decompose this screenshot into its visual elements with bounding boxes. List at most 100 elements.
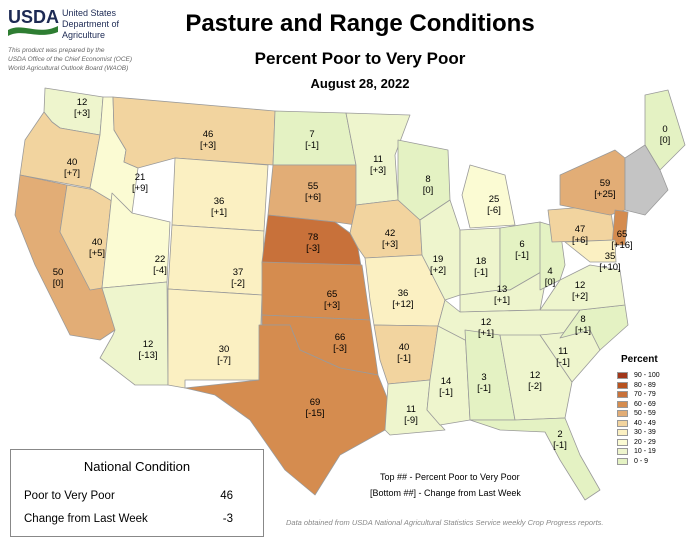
national-condition-title: National Condition xyxy=(83,459,191,474)
state-ks xyxy=(261,261,371,321)
state-value-wi: 8 xyxy=(425,174,430,185)
credit-line-1: This product was prepared by the xyxy=(8,47,105,54)
legend-label: 80 - 89 xyxy=(634,381,656,389)
dept-line-2: Department of xyxy=(62,19,120,29)
legend-label: 20 - 29 xyxy=(634,438,656,446)
state-change-wv: [0] xyxy=(545,277,556,288)
usda-logo-text: USDA xyxy=(8,7,59,27)
state-value-nv: 40 xyxy=(92,237,103,248)
state-value-me: 0 xyxy=(662,124,667,135)
key-top-description: Top ## - Percent Poor to Very Poor xyxy=(380,472,520,482)
state-value-va: 12 xyxy=(575,280,586,291)
state-value-pa: 47 xyxy=(575,224,586,235)
state-change-ga: [-2] xyxy=(528,381,542,392)
state-change-me: [0] xyxy=(660,135,671,146)
state-change-ia: [+3] xyxy=(382,239,398,250)
state-change-nm: [-7] xyxy=(217,355,231,366)
state-value-wv: 4 xyxy=(547,266,552,277)
state-mi xyxy=(461,164,516,229)
state-value-ms: 14 xyxy=(441,376,452,387)
state-change-mt: [+3] xyxy=(200,140,216,151)
state-change-nj: [+16] xyxy=(611,240,632,251)
state-value-la: 11 xyxy=(406,404,416,415)
legend-swatch xyxy=(617,419,628,427)
state-value-sc: 11 xyxy=(558,346,568,357)
state-change-oh: [-1] xyxy=(515,250,529,261)
state-value-al: 3 xyxy=(481,372,486,383)
credit-note: This product was prepared by the USDA Of… xyxy=(8,46,168,73)
state-value-oh: 6 xyxy=(519,239,524,250)
state-change-wi: [0] xyxy=(423,185,434,196)
state-value-nc: 8 xyxy=(580,314,585,325)
state-change-sd: [+6] xyxy=(305,192,321,203)
legend-item: 80 - 89 xyxy=(617,381,656,390)
legend-label: 10 - 19 xyxy=(634,448,656,455)
legend-item: 20 - 29 xyxy=(617,438,656,447)
legend-swatch xyxy=(617,448,628,455)
legend-label: 60 - 69 xyxy=(634,400,656,408)
state-ny xyxy=(559,149,626,216)
state-value-co: 37 xyxy=(233,267,244,278)
state-value-nj: 65 xyxy=(617,229,628,240)
legend-label: 40 - 49 xyxy=(634,419,656,427)
state-change-mo: [+12] xyxy=(392,299,413,310)
state-change-az: [-13] xyxy=(138,350,157,361)
legend-label: 70 - 79 xyxy=(634,391,656,398)
credit-line-3: World Agricultural Outlook Board (WAOB) xyxy=(8,65,129,72)
state-change-il: [+2] xyxy=(430,265,446,276)
state-change-in: [-1] xyxy=(474,267,488,278)
state-value-nd: 7 xyxy=(309,129,314,140)
legend-swatch xyxy=(617,391,628,398)
state-mt xyxy=(112,96,276,169)
department-name: United States Department of Agriculture xyxy=(62,8,119,41)
state-change-mn: [+3] xyxy=(370,165,386,176)
legend-item: 10 - 19 xyxy=(617,448,656,456)
legend-swatch xyxy=(617,457,628,465)
state-change-ks: [+3] xyxy=(324,300,340,311)
state-change-nc: [+1] xyxy=(575,325,591,336)
state-value-ok: 66 xyxy=(335,332,346,343)
change-from-last-week-value: -3 xyxy=(222,513,233,525)
state-value-tx: 69 xyxy=(310,397,321,408)
state-change-wy: [+1] xyxy=(211,207,227,218)
state-change-tn: [+1] xyxy=(478,328,494,339)
state-md xyxy=(564,239,617,263)
state-fl xyxy=(469,417,601,501)
state-tx xyxy=(184,324,389,496)
legend-item: 0 - 9 xyxy=(617,457,648,466)
state-wy xyxy=(171,157,269,232)
state-ut xyxy=(101,192,171,289)
legend-title: Percent xyxy=(621,354,658,365)
state-change-ar: [-1] xyxy=(397,353,411,364)
state-change-ca: [0] xyxy=(53,278,64,289)
legend-item: 30 - 39 xyxy=(617,429,656,437)
state-value-ut: 22 xyxy=(155,254,166,265)
legend-swatch xyxy=(617,372,628,379)
key-bottom-description: [Bottom ##] - Change from Last Week xyxy=(370,488,521,498)
state-value-il: 19 xyxy=(433,254,444,265)
state-ne_nodata xyxy=(624,144,669,216)
state-change-co: [-2] xyxy=(231,278,245,289)
state-change-ut: [-4] xyxy=(153,265,167,276)
usda-logo: USDA xyxy=(8,6,60,40)
state-value-mo: 36 xyxy=(398,288,409,299)
state-value-ar: 40 xyxy=(399,342,410,353)
state-value-wy: 36 xyxy=(214,196,225,207)
state-me xyxy=(644,89,686,171)
state-value-mn: 11 xyxy=(373,154,383,165)
state-value-ks: 65 xyxy=(327,289,338,300)
state-value-id: 21 xyxy=(135,172,146,183)
state-change-ok: [-3] xyxy=(333,343,347,354)
state-value-az: 12 xyxy=(143,339,154,350)
state-value-ky: 13 xyxy=(497,284,508,295)
dept-line-3: Agriculture xyxy=(62,30,106,40)
credit-line-2: USDA Office of the Chief Economist (OCE) xyxy=(8,56,133,63)
dept-line-1: United States xyxy=(62,8,117,18)
state-change-pa: [+6] xyxy=(572,235,588,246)
state-value-sd: 55 xyxy=(308,181,319,192)
state-change-nd: [-1] xyxy=(305,140,319,151)
legend-swatch xyxy=(617,438,628,446)
state-change-mi: [-6] xyxy=(487,205,501,216)
state-value-mt: 46 xyxy=(203,129,214,140)
state-value-mi: 25 xyxy=(489,194,500,205)
